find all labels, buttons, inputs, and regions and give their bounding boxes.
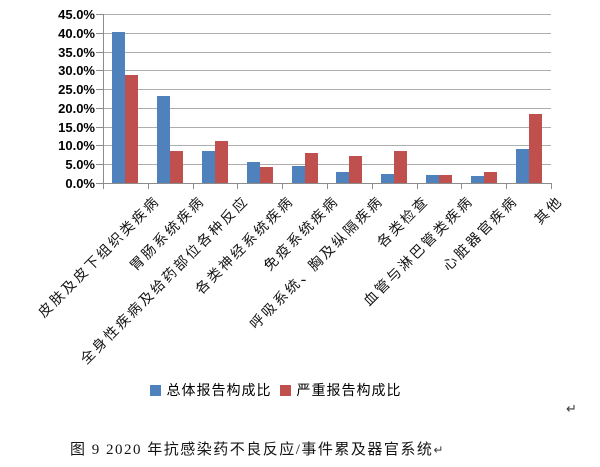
bar-serious	[125, 74, 139, 183]
legend-swatch-blue-icon	[149, 384, 161, 396]
bar-serious	[170, 151, 184, 183]
bar-total	[112, 32, 126, 183]
y-axis-line	[103, 14, 104, 183]
gridline	[103, 51, 551, 53]
x-axis-tick	[237, 183, 239, 189]
paragraph-return-icon: ↵	[433, 443, 444, 457]
y-axis-tick-label: 5.0%	[65, 157, 95, 173]
x-axis-tick	[416, 183, 418, 189]
y-axis-tick-label: 25.0%	[58, 82, 95, 98]
bar-total	[381, 173, 395, 183]
x-axis-tick	[327, 183, 328, 189]
y-axis-tick	[96, 14, 103, 15]
x-axis-tick	[551, 183, 552, 189]
gridline	[103, 70, 551, 72]
bar-chart: 45.0% 40.0% 35.0% 30.0% 25.0% 20.0% 15.0% 10.0%…	[36, 7, 567, 368]
bar-serious	[215, 140, 228, 183]
y-axis-tick-label: 40.0%	[58, 25, 95, 41]
x-axis-category-label: 其他	[532, 193, 567, 228]
gridline	[103, 164, 551, 166]
y-axis-tick	[96, 126, 103, 128]
y-axis-tick	[96, 32, 103, 34]
x-axis-tick	[147, 183, 149, 189]
legend-swatch-red-icon	[279, 384, 291, 396]
x-axis-tick	[282, 183, 284, 189]
y-axis-tick	[96, 89, 103, 91]
paragraph-return-icon: ↵	[566, 402, 577, 417]
legend-label-total: 总体报告构成比	[166, 384, 272, 399]
gridline	[103, 14, 551, 15]
bar-total	[470, 176, 484, 183]
x-axis-tick	[506, 183, 508, 189]
bar-serious	[349, 156, 363, 183]
y-axis-tick-label: 35.0%	[58, 44, 95, 60]
figure-caption-text: 图 9 2020 年抗感染药不良反应/事件累及器官系统	[70, 442, 434, 458]
y-axis-tick	[96, 183, 103, 184]
bar-serious	[483, 172, 497, 183]
y-axis-tick-label: 10.0%	[58, 138, 95, 154]
y-axis-tick	[96, 164, 103, 166]
figure-caption: 图 9 2020 年抗感染药不良反应/事件累及器官系统↵	[70, 438, 443, 459]
bar-total	[336, 172, 350, 183]
chart-legend: 总体报告构成比 严重报告构成比	[0, 381, 551, 399]
bar-total	[246, 162, 260, 183]
x-axis-category-label: 全身性疾病及给药部位各种反应	[78, 193, 253, 368]
bar-serious	[439, 174, 452, 183]
bar-serious	[259, 166, 273, 183]
x-axis-tick	[192, 183, 194, 189]
y-axis-tick-label: 30.0%	[58, 63, 95, 79]
gridline	[103, 89, 551, 91]
gridline	[103, 126, 551, 128]
y-axis-tick	[96, 51, 103, 53]
gridline	[103, 107, 551, 109]
bar-serious	[394, 151, 408, 183]
legend-item-total: 总体报告构成比	[149, 380, 272, 400]
bar-total	[515, 149, 529, 183]
y-axis-tick	[96, 107, 103, 109]
legend-item-serious: 严重报告构成比	[279, 380, 402, 400]
gridline	[103, 32, 551, 34]
y-axis-tick	[96, 145, 103, 147]
bar-serious	[528, 113, 542, 183]
x-axis-tick	[103, 183, 104, 189]
x-axis-tick	[461, 183, 463, 189]
x-axis-tick	[371, 183, 373, 189]
bar-total	[291, 166, 305, 183]
y-axis-tick	[96, 70, 103, 72]
bar-total	[202, 151, 215, 183]
y-axis-tick-label: 45.0%	[58, 7, 95, 22]
y-axis-tick-label: 15.0%	[58, 119, 95, 135]
bar-total	[157, 95, 171, 183]
gridline	[103, 145, 551, 147]
bar-serious	[304, 152, 318, 183]
y-axis-tick-label: 20.0%	[58, 100, 95, 116]
y-axis-tick-label: 0.0%	[65, 176, 95, 191]
bar-total	[426, 174, 439, 183]
legend-label-serious: 严重报告构成比	[296, 384, 402, 399]
